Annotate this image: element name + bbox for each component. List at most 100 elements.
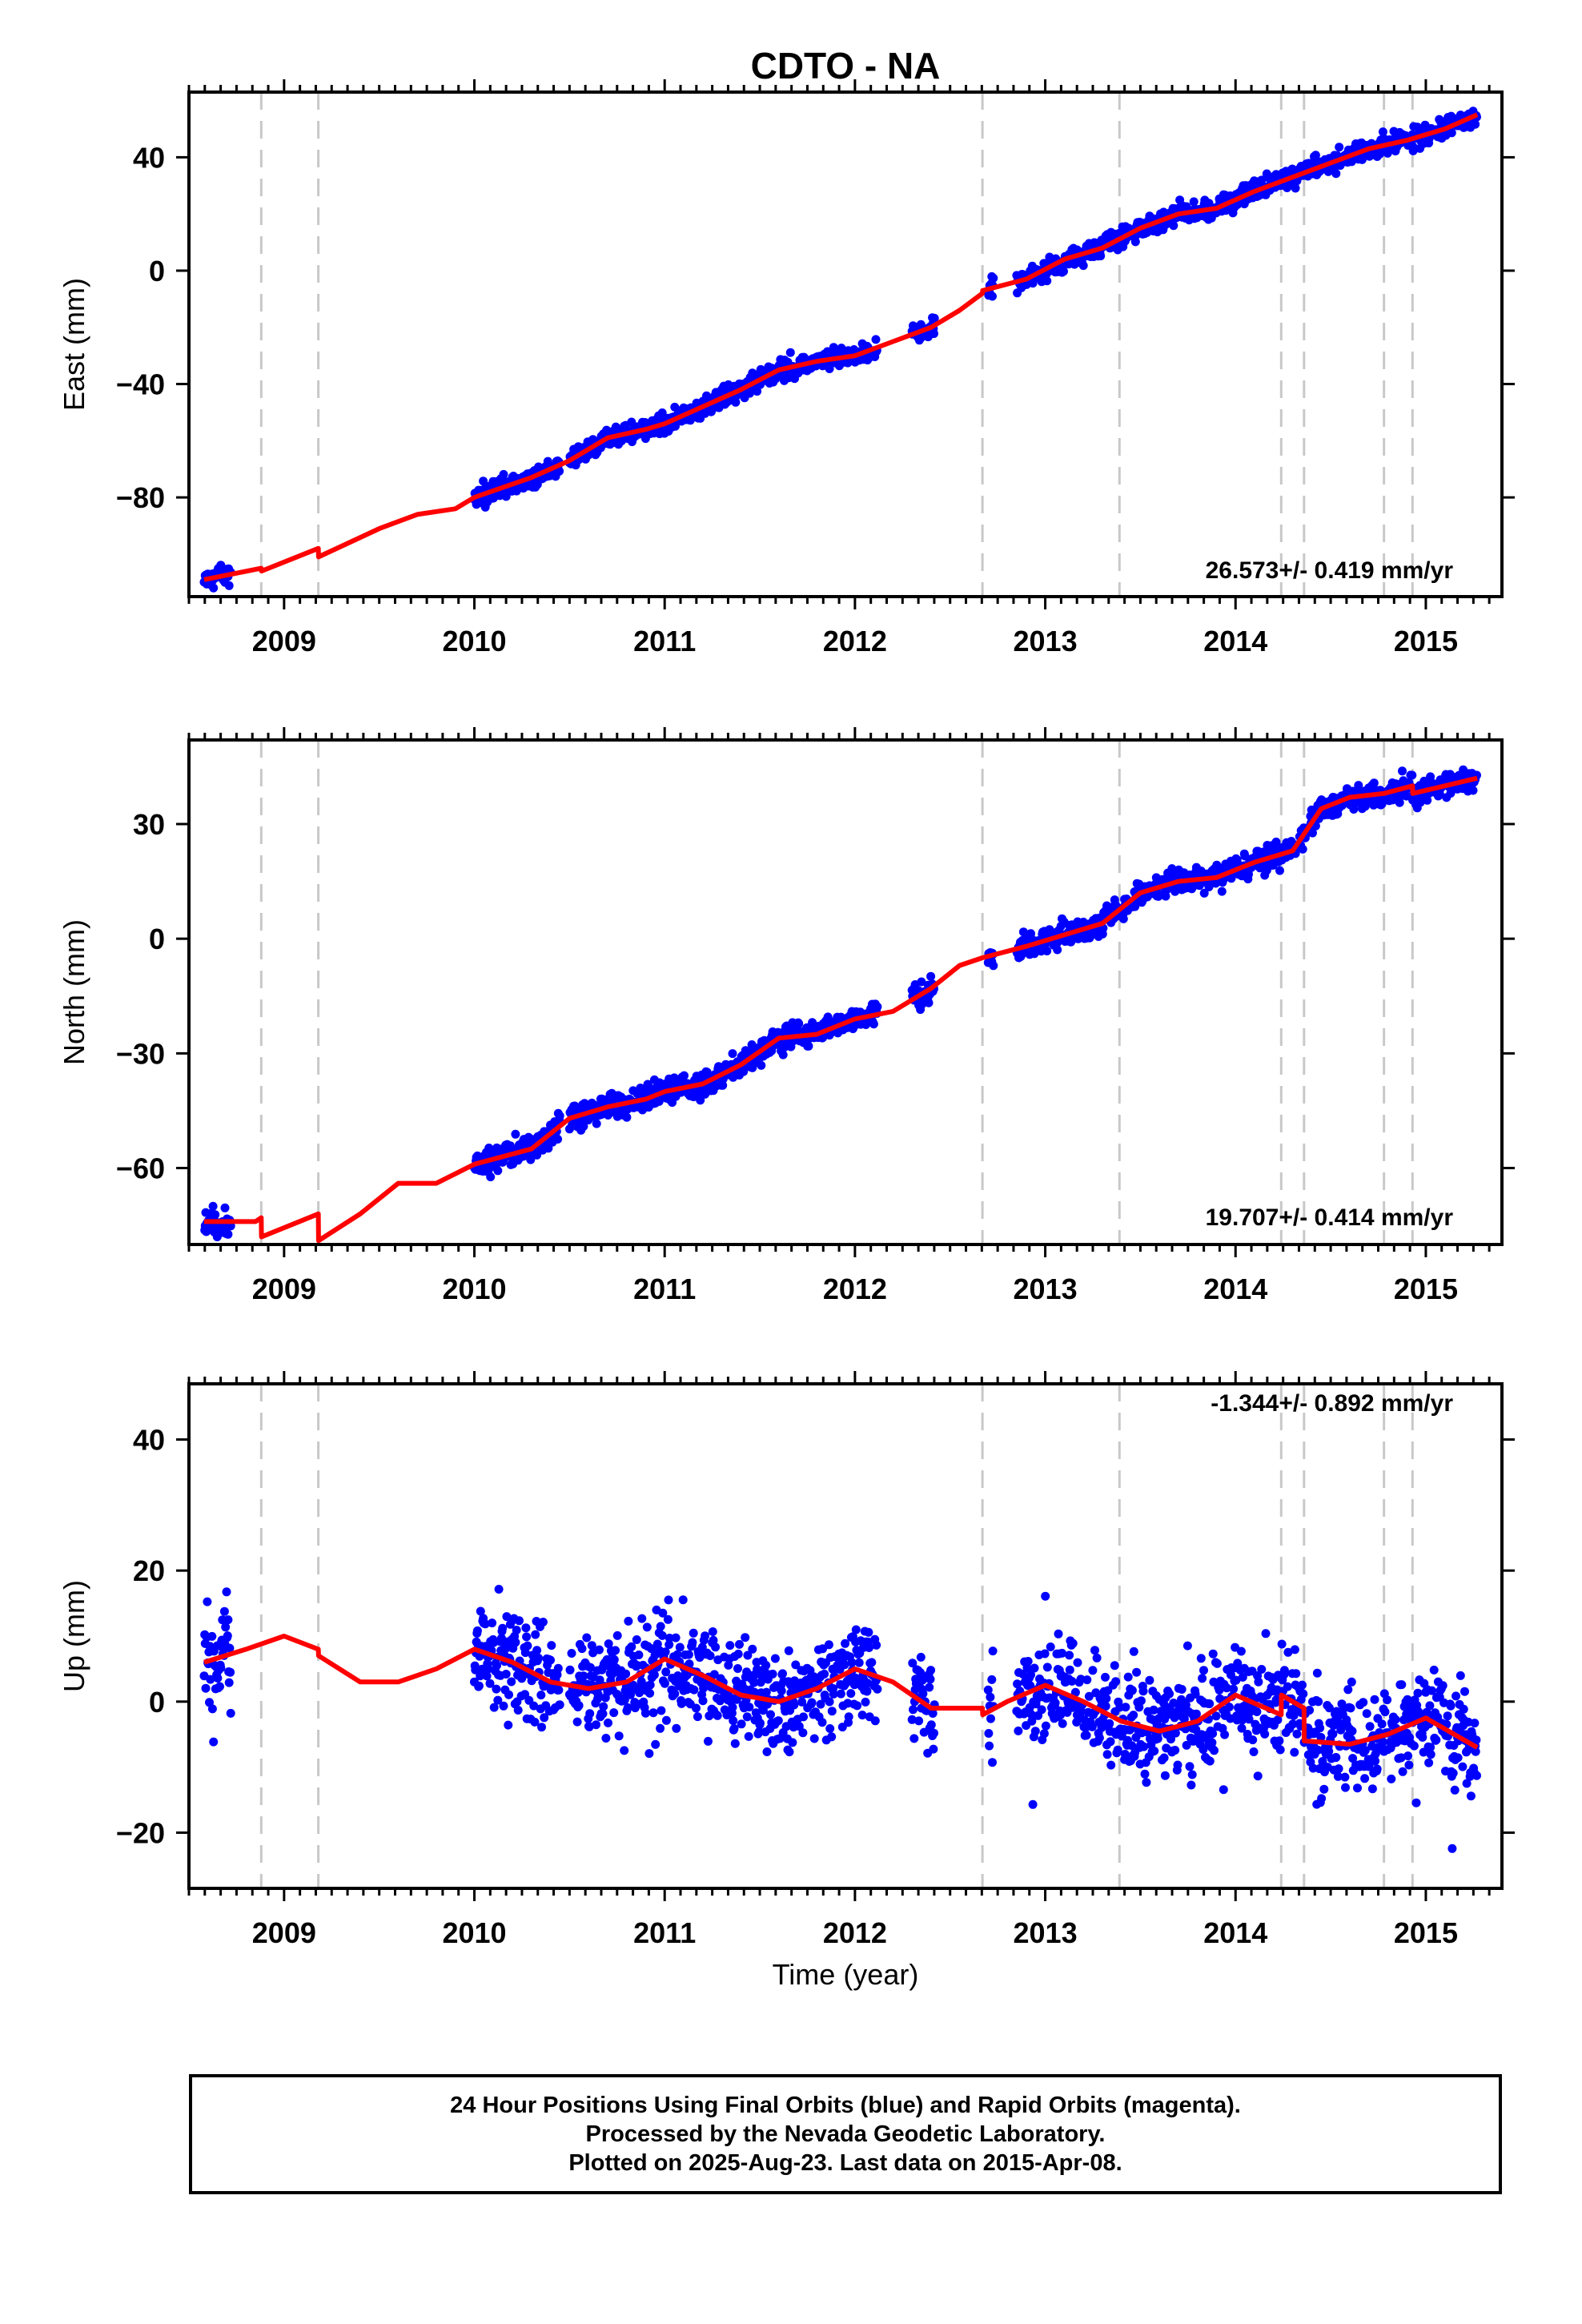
data-point: [733, 1649, 743, 1659]
data-point: [222, 1587, 231, 1597]
data-point: [1397, 1680, 1407, 1690]
data-point: [1343, 1685, 1353, 1695]
data-point: [789, 1700, 799, 1710]
data-point: [645, 1688, 655, 1698]
y-tick-label: 40: [133, 141, 165, 174]
data-point: [665, 1634, 674, 1642]
data-point: [1110, 1661, 1119, 1671]
data-point: [1102, 1694, 1111, 1703]
data-point: [749, 1687, 759, 1697]
data-point: [1042, 947, 1052, 955]
data-point: [725, 1641, 735, 1651]
data-point: [692, 1703, 701, 1713]
data-point: [729, 1716, 738, 1726]
data-point: [862, 1687, 872, 1696]
data-point: [1191, 1690, 1200, 1699]
data-point: [663, 1614, 673, 1624]
data-point: [1181, 1700, 1191, 1710]
data-point: [988, 1758, 997, 1767]
data-point: [1103, 1686, 1113, 1695]
data-point: [1348, 1754, 1358, 1763]
y-tick-label: 0: [149, 923, 165, 955]
data-point: [1041, 1591, 1050, 1601]
data-point: [501, 492, 511, 501]
data-point: [1305, 1706, 1315, 1715]
data-point: [1022, 1663, 1032, 1673]
data-point: [1312, 1668, 1322, 1678]
data-point: [1013, 1679, 1022, 1689]
data-point: [1224, 1703, 1234, 1712]
data-point: [1101, 1672, 1110, 1682]
data-point: [661, 1667, 671, 1677]
data-point: [1182, 1740, 1191, 1750]
data-point: [987, 1675, 997, 1684]
data-point: [684, 1650, 693, 1659]
y-axis-label: North (mm): [58, 919, 90, 1065]
data-point: [1053, 945, 1062, 955]
data-point: [1244, 1715, 1254, 1724]
data-point: [827, 1732, 837, 1742]
data-point: [742, 1712, 752, 1722]
data-point: [585, 1709, 595, 1719]
data-point: [1431, 1735, 1441, 1745]
data-point: [1341, 1783, 1350, 1792]
data-point: [1205, 1756, 1215, 1766]
data-point: [753, 387, 762, 396]
data-point: [1205, 1699, 1215, 1708]
data-point: [1145, 1675, 1154, 1685]
data-point: [1365, 1722, 1375, 1731]
data-point: [854, 1658, 864, 1667]
data-point: [777, 1686, 786, 1695]
data-point: [817, 1718, 827, 1727]
data-point: [224, 1678, 234, 1687]
x-tick-label: 2009: [252, 625, 316, 657]
data-point: [989, 273, 998, 283]
rate-label: 26.573+/- 0.419 mm/yr: [1206, 557, 1454, 584]
data-point: [1340, 1772, 1350, 1782]
data-point: [718, 1080, 728, 1090]
data-point: [223, 1229, 233, 1239]
data-point: [1315, 1723, 1325, 1733]
data-point: [1030, 1727, 1040, 1736]
plot-area: [199, 107, 1481, 593]
data-point: [1395, 798, 1404, 807]
data-point: [207, 1704, 217, 1714]
model-line: [204, 775, 1478, 1244]
data-point: [809, 1734, 819, 1743]
data-point: [1380, 1707, 1390, 1717]
data-point: [531, 1630, 540, 1639]
data-point: [773, 1716, 783, 1726]
data-point: [1253, 1771, 1263, 1781]
data-point: [1413, 1688, 1423, 1698]
data-point: [744, 1731, 753, 1741]
data-point: [1113, 1745, 1122, 1755]
data-point: [748, 1644, 757, 1654]
data-point: [926, 971, 936, 981]
data-point: [529, 1701, 539, 1711]
data-point: [1073, 1658, 1082, 1667]
data-point: [784, 1646, 793, 1655]
data-point: [693, 1712, 702, 1722]
data-point: [761, 1661, 771, 1670]
data-point: [925, 1683, 934, 1692]
data-point: [1252, 1707, 1262, 1716]
data-point: [1129, 1647, 1138, 1656]
rate-label: 19.707+/- 0.414 mm/yr: [1206, 1204, 1454, 1231]
data-point: [609, 1708, 619, 1718]
data-point: [540, 1713, 549, 1723]
plot-area: [200, 765, 1481, 1244]
data-point: [595, 1675, 604, 1685]
data-point: [1273, 1715, 1283, 1725]
data-point: [665, 1640, 674, 1650]
data-point: [656, 1622, 665, 1631]
data-point: [554, 1685, 564, 1695]
data-point: [1157, 1707, 1166, 1716]
data-point: [861, 1020, 871, 1029]
data-point: [766, 1710, 775, 1719]
data-point: [909, 1705, 917, 1715]
data-point: [208, 1201, 218, 1211]
data-point: [664, 1595, 673, 1605]
data-point: [1249, 1747, 1259, 1756]
data-point: [609, 1655, 619, 1664]
data-point: [511, 1638, 520, 1647]
